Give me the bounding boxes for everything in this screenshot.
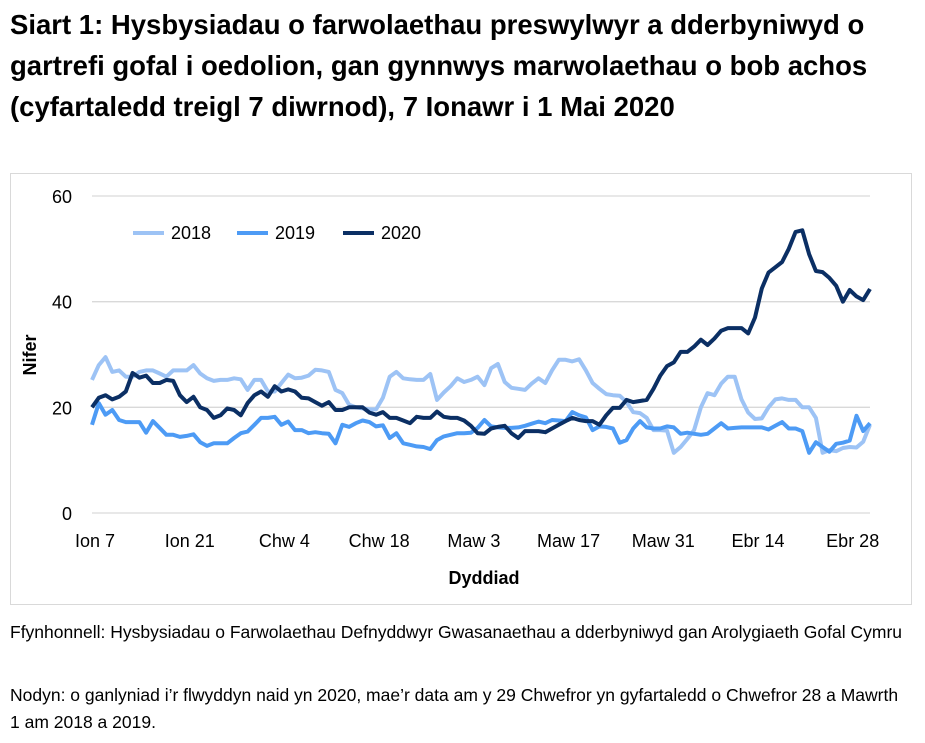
x-tick-label: Ebr 14 [731,531,784,551]
series-line-2018 [90,355,872,455]
x-axis-label: Dyddiad [448,568,519,588]
x-tick-label: Ion 21 [165,531,215,551]
y-axis-label: Nifer [20,334,40,375]
footnote: Nodyn: o ganlyniad i’r flwyddyn naid yn … [10,685,899,732]
legend-label: 2020 [381,223,421,243]
chart-container [10,173,912,605]
legend-item-2019: 2019 [237,223,315,243]
x-tick-label: Chw 18 [349,531,410,551]
legend-item-2020: 2020 [343,223,421,243]
x-tick-label: Ion 7 [75,531,115,551]
x-tick-label: Ebr 28 [826,531,879,551]
series-line-2020 [90,228,872,440]
series-lines [90,228,872,455]
x-axis-ticks: Ion 7 Ion 21 Chw 4 Chw 18 Maw 3 Maw 17 Maw 31 E… [75,531,879,551]
y-axis-ticks: 0 20 40 60 [52,187,72,524]
series-line-2019 [90,401,872,455]
y-tick-label: 40 [52,293,72,313]
chart-title: Siart 1: Hysbysiadau o farwolaethau pres… [10,9,868,122]
legend: 2018 2019 2020 [133,223,421,243]
y-tick-label: 0 [62,504,72,524]
y-tick-label: 60 [52,187,72,207]
x-tick-label: Chw 4 [259,531,310,551]
legend-label: 2018 [171,223,211,243]
x-tick-label: Maw 17 [537,531,600,551]
source-note: Ffynhonnell: Hysbysiadau o Farwolaethau … [10,622,903,642]
x-tick-label: Maw 31 [632,531,695,551]
legend-label: 2019 [275,223,315,243]
x-tick-label: Maw 3 [447,531,500,551]
gridlines [92,195,870,514]
legend-item-2018: 2018 [133,223,211,243]
y-tick-label: 20 [52,398,72,418]
